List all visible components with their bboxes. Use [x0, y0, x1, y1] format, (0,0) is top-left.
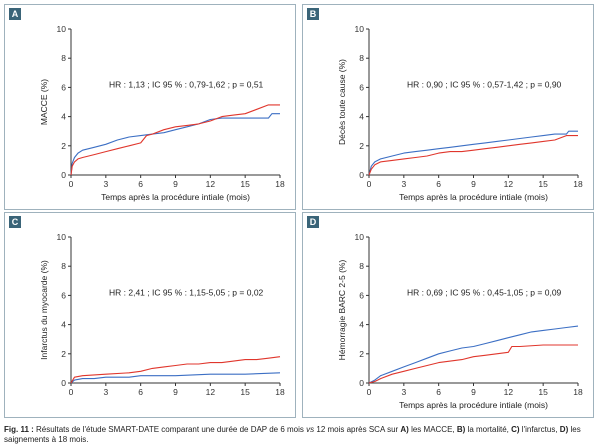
x-tick-label: 0 — [367, 179, 372, 189]
caption-b: B) — [456, 425, 466, 434]
x-tick-label: 18 — [275, 179, 285, 189]
y-axis-label: Décès toute cause (%) — [337, 59, 347, 145]
series-line-blue — [368, 325, 579, 384]
x-tick-label: 18 — [573, 179, 583, 189]
y-tick-label: 4 — [61, 112, 66, 122]
caption-c-text: l'infarctus, — [519, 425, 560, 434]
panel-a: 0 2 4 6 8 10 0 3 6 9 12 15 18 Temps après la procédur… — [4, 4, 296, 210]
y-tick-label: 6 — [359, 82, 364, 92]
y-tick-label: 10 — [57, 24, 67, 34]
series-line-red — [368, 135, 578, 176]
panel-c: 0 2 4 6 8 10 0 3 6 9 12 15 18 Infarctus du myocarde (… — [4, 212, 296, 418]
hr-annotation: HR : 1,13 ; IC 95 % : 0,79-1,62 ; p = 0,… — [109, 79, 264, 89]
x-tick-label: 12 — [504, 179, 514, 189]
y-tick-label: 10 — [355, 232, 365, 242]
y-tick-label: 2 — [61, 349, 66, 359]
x-tick-label: 3 — [103, 179, 108, 189]
panel-badge-d: D — [307, 216, 319, 228]
series-line-red — [70, 356, 281, 384]
caption-text-1: Résultats de l'étude SMART-DATE comparan… — [33, 425, 307, 434]
panel-b: 0 2 4 6 8 10 0 3 6 9 12 15 18 Temps après la procédur… — [302, 4, 594, 210]
x-tick-label: 0 — [367, 387, 372, 397]
panel-badge-b: B — [307, 8, 319, 20]
y-axis-label: MACCE (%) — [39, 79, 49, 125]
x-tick-label: 6 — [436, 387, 441, 397]
y-tick-label: 10 — [57, 232, 67, 242]
y-tick-label: 6 — [61, 290, 66, 300]
y-tick-label: 8 — [61, 53, 66, 63]
caption-d: D) — [559, 425, 569, 434]
y-tick-label: 2 — [61, 141, 66, 151]
x-tick-label: 15 — [240, 179, 250, 189]
y-axis-label: Infarctus du myocarde (%) — [39, 260, 49, 360]
y-tick-label: 6 — [61, 82, 66, 92]
panel-badge-c: C — [9, 216, 21, 228]
x-tick-label: 9 — [471, 179, 476, 189]
y-tick-label: 0 — [61, 170, 66, 180]
x-axis-label: Temps après la procédure intiale (mois) — [399, 400, 548, 410]
x-tick-label: 9 — [471, 387, 476, 397]
caption-c: C) — [511, 425, 520, 434]
y-tick-label: 8 — [359, 261, 364, 271]
caption-b-text: la mortalité, — [465, 425, 512, 434]
y-tick-label: 0 — [359, 170, 364, 180]
x-tick-label: 6 — [138, 179, 143, 189]
y-tick-label: 0 — [61, 378, 66, 388]
chart-panel-c: 0 2 4 6 8 10 0 3 6 9 12 15 18 Infarctus du myocarde (… — [39, 232, 285, 397]
x-tick-label: 12 — [206, 387, 216, 397]
x-tick-label: 15 — [538, 387, 548, 397]
x-tick-label: 18 — [275, 387, 285, 397]
series-line-blue — [368, 130, 578, 176]
chart-panel-a: 0 2 4 6 8 10 0 3 6 9 12 15 18 Temps après la procédur… — [39, 24, 285, 202]
y-tick-label: 4 — [359, 112, 364, 122]
x-tick-label: 0 — [69, 179, 74, 189]
caption-a: A) — [400, 425, 409, 434]
x-tick-label: 9 — [173, 387, 178, 397]
y-axis-label: Hémorragie BARC 2-5 (%) — [337, 260, 347, 361]
x-tick-label: 12 — [504, 387, 514, 397]
caption-label: Fig. 11 : — [4, 425, 34, 434]
series-line-red — [70, 104, 280, 176]
panel-badge-a: A — [9, 8, 21, 20]
y-tick-label: 8 — [359, 53, 364, 63]
figure-caption: Fig. 11 : Résultats de l'étude SMART-DAT… — [4, 425, 596, 445]
x-tick-label: 12 — [206, 179, 216, 189]
series-line-blue — [70, 113, 280, 176]
y-tick-label: 6 — [359, 290, 364, 300]
y-tick-label: 2 — [359, 141, 364, 151]
x-axis-label: Temps après la procédure intiale (mois) — [101, 192, 250, 202]
panel-d: 0 2 4 6 8 10 0 3 6 9 12 15 18 Temps après la procédur… — [302, 212, 594, 418]
caption-vs: vs — [306, 425, 315, 434]
x-tick-label: 0 — [69, 387, 74, 397]
series-line-blue — [70, 372, 281, 384]
x-tick-label: 6 — [138, 387, 143, 397]
hr-annotation: HR : 0,90 ; IC 95 % : 0,57-1,42 ; p = 0,… — [407, 79, 562, 89]
chart-panel-b: 0 2 4 6 8 10 0 3 6 9 12 15 18 Temps après la procédur… — [337, 24, 583, 202]
caption-text-2: 12 mois après SCA sur — [314, 425, 401, 434]
x-axis-label: Temps après la procédure intiale (mois) — [399, 192, 548, 202]
y-tick-label: 4 — [61, 320, 66, 330]
x-tick-label: 18 — [573, 387, 583, 397]
x-tick-label: 3 — [401, 387, 406, 397]
y-tick-label: 2 — [359, 349, 364, 359]
y-tick-label: 4 — [359, 320, 364, 330]
x-tick-label: 15 — [240, 387, 250, 397]
chart-panel-d: 0 2 4 6 8 10 0 3 6 9 12 15 18 Temps après la procédur… — [337, 232, 583, 410]
x-tick-label: 3 — [401, 179, 406, 189]
y-tick-label: 0 — [359, 378, 364, 388]
y-tick-label: 10 — [355, 24, 365, 34]
series-line-red — [368, 344, 578, 384]
hr-annotation: HR : 2,41 ; IC 95 % : 1,15-5,05 ; p = 0,… — [109, 287, 264, 297]
caption-a-text: les MACCE, — [408, 425, 457, 434]
hr-annotation: HR : 0,69 ; IC 95 % : 0,45-1,05 ; p = 0,… — [407, 287, 562, 297]
x-tick-label: 15 — [538, 179, 548, 189]
caption-d-text: les saignements à 18 mois. — [4, 425, 581, 444]
x-tick-label: 6 — [436, 179, 441, 189]
y-tick-label: 8 — [61, 261, 66, 271]
x-tick-label: 9 — [173, 179, 178, 189]
x-tick-label: 3 — [103, 387, 108, 397]
